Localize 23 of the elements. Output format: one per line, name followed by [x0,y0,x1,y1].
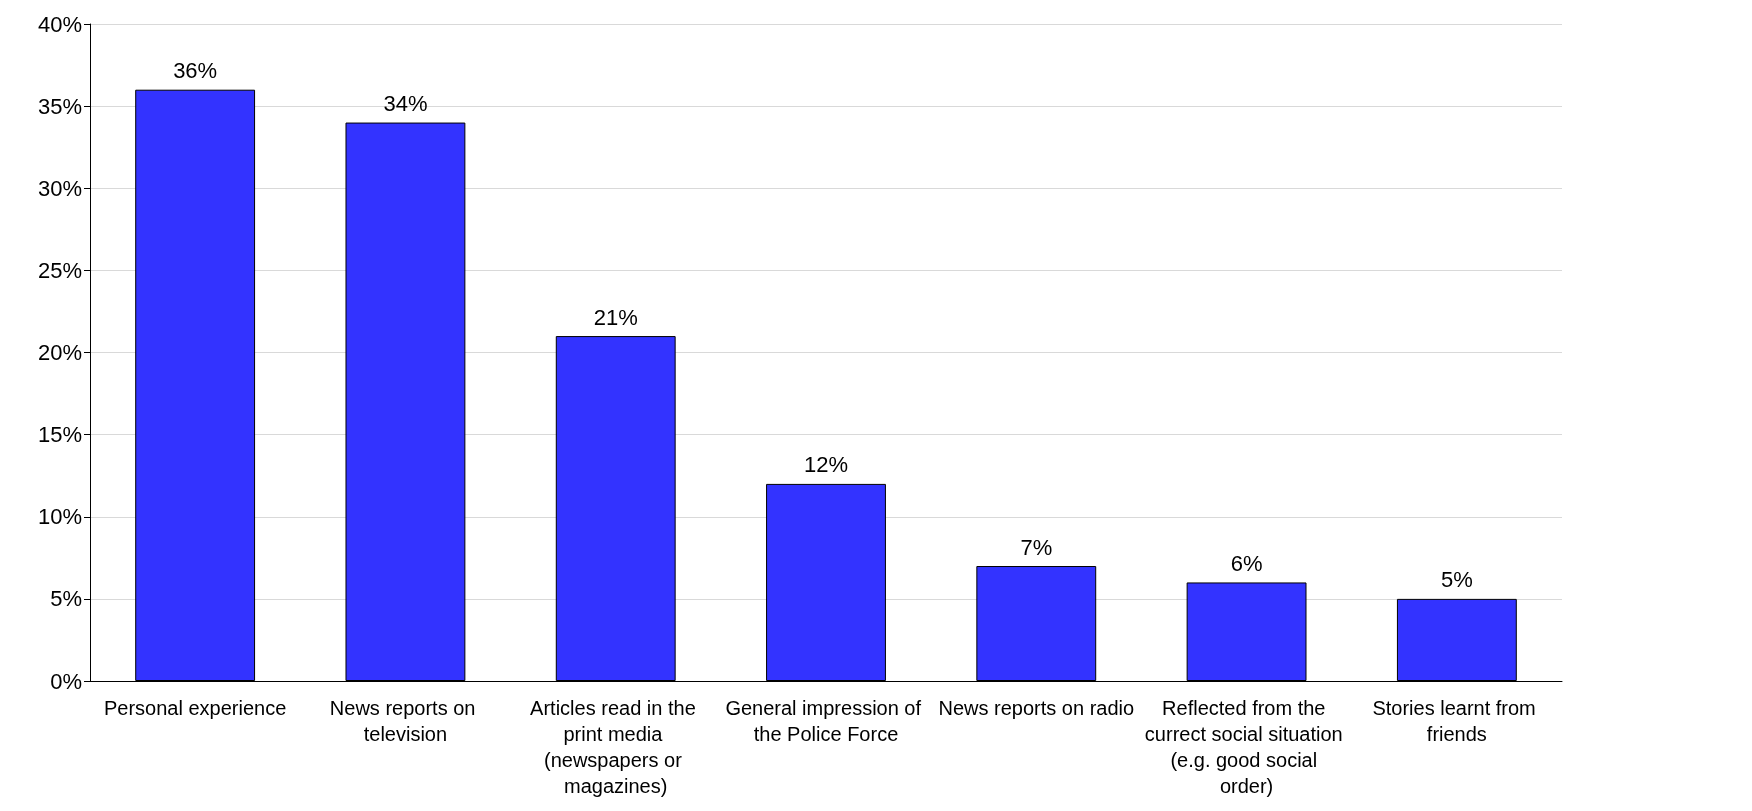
y-tick-label: 15% [37,422,82,448]
x-tick-label: Personal experience [103,697,287,719]
y-tick-label: 20% [37,340,82,365]
y-tick-label: 40% [37,11,82,37]
x-tick-label: Articles read in the print media (newspapers or magazines) [530,697,702,797]
y-tick-label: 5% [50,586,82,612]
x-tick-label: Reflected from the currect social situation (e.g. good social order) [1144,697,1349,797]
x-tick-label: Stories learnt from friends [1372,697,1542,745]
data-label: 6% [1230,550,1263,576]
x-tick-label: News reports on radio [938,697,1135,719]
x-tick-label: General impression of the Police Force [725,697,927,745]
data-label: 21% [593,304,638,330]
y-tick-label: 0% [50,668,82,694]
data-label: 36% [173,58,218,84]
data-label: 7% [1020,534,1053,560]
y-tick-label: 35% [37,93,82,119]
y-tick-label: 10% [37,504,82,530]
x-tick-label: News reports on television [329,697,482,745]
data-label: 34% [383,91,428,117]
y-tick-label: 25% [37,257,82,283]
data-label: 12% [803,452,849,478]
data-label: 5% [1440,567,1473,593]
y-tick-label: 30% [37,175,82,201]
